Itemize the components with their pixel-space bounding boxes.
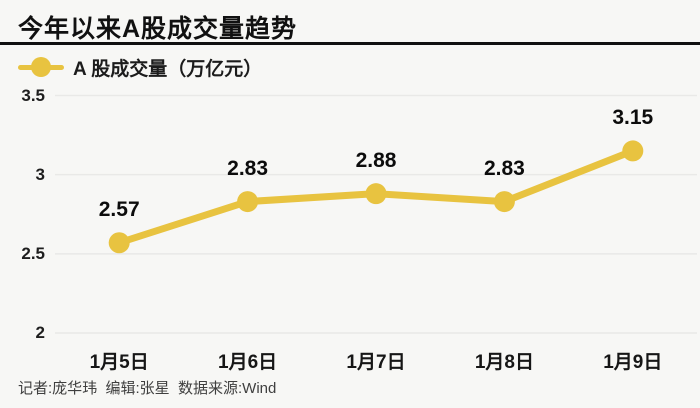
data-label: 2.88: [355, 148, 397, 172]
x-tick-label: 1月8日: [474, 352, 534, 373]
data-label: 2.57: [98, 197, 140, 221]
y-tick-label: 2: [35, 323, 45, 342]
page-title: 今年以来A股成交量趋势: [18, 15, 298, 43]
legend: A 股成交量（万亿元）: [18, 55, 263, 80]
data-point-marker: [365, 183, 387, 205]
data-point-marker: [622, 140, 644, 162]
y-tick-label: 3: [35, 164, 45, 184]
y-tick-label: 2.5: [21, 243, 45, 263]
legend-label: A 股成交量（万亿元）: [73, 58, 263, 80]
legend-dot-icon: [31, 57, 51, 77]
x-tick-label: 1月5日: [89, 352, 149, 373]
data-label: 2.83: [227, 156, 269, 180]
x-tick-label: 1月9日: [603, 352, 663, 373]
credits: 记者:庞华玮 编辑:张星 数据来源:Wind: [18, 380, 277, 397]
data-label: 2.83: [483, 156, 525, 180]
x-tick-label: 1月7日: [346, 352, 406, 373]
y-tick-label: 3.5: [21, 85, 45, 105]
title-divider: [0, 42, 700, 45]
data-label: 3.15: [612, 105, 654, 129]
x-tick-label: 1月6日: [218, 352, 278, 373]
legend-line-dot-icon: [18, 55, 64, 79]
data-point-marker: [237, 191, 259, 213]
data-point-marker: [108, 232, 130, 254]
data-point-marker: [493, 191, 515, 213]
